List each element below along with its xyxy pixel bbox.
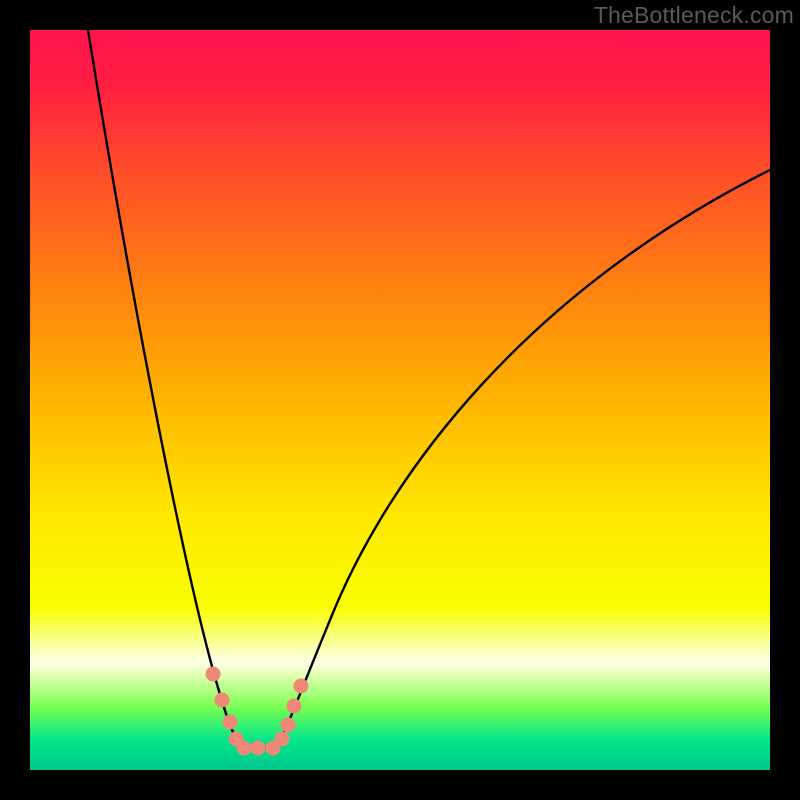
plot-background (30, 30, 770, 770)
marker-point (281, 718, 295, 732)
frame-border-top (0, 0, 800, 30)
frame-border-bottom (0, 770, 800, 800)
plot-area (30, 30, 770, 770)
frame-border-right (770, 0, 800, 800)
frame-border-left (0, 0, 30, 800)
marker-point (275, 732, 289, 746)
marker-point (206, 667, 220, 681)
chart-frame: TheBottleneck.com (0, 0, 800, 800)
marker-point (223, 715, 237, 729)
marker-point (237, 741, 251, 755)
marker-point (294, 679, 308, 693)
marker-point (215, 693, 229, 707)
marker-point (251, 741, 265, 755)
marker-point (287, 699, 301, 713)
plot-svg (30, 30, 770, 770)
